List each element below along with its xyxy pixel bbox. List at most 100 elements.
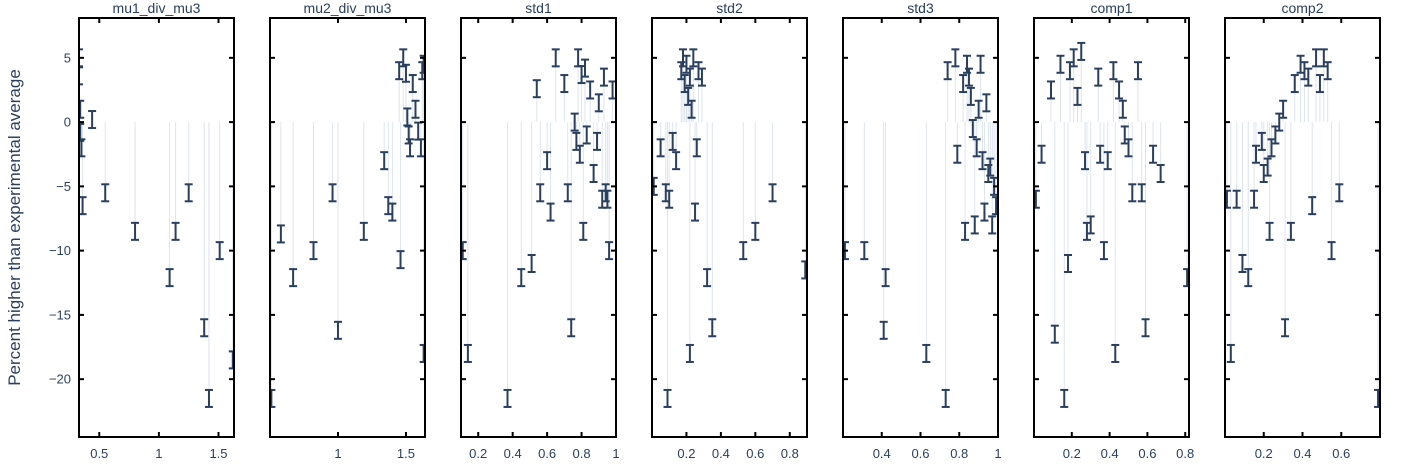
error-bar-point (1133, 61, 1142, 81)
data-marks (270, 48, 425, 408)
panel-comp1: 0.2 0.4 0.6 0.8 comp1 (1033, 0, 1194, 461)
error-bar-point (593, 131, 602, 151)
error-bar-point (980, 202, 989, 222)
error-bar-point (1103, 151, 1112, 171)
error-bar-point (668, 131, 677, 151)
error-bar-point (517, 268, 526, 288)
error-bar-point (200, 318, 209, 338)
error-bar-point (408, 74, 417, 94)
error-bar-point (1374, 388, 1380, 408)
x-tick-label: 0.6 (1138, 446, 1156, 461)
y-tick-label: 0 (64, 115, 71, 130)
error-bar-point (404, 125, 413, 145)
error-bar-point (532, 79, 541, 99)
y-axis-title: Percent higher than experimental average (5, 69, 24, 386)
error-bar-point (594, 93, 603, 113)
error-bar-point (165, 268, 174, 288)
error-bar-point (978, 151, 987, 171)
error-bar-point (860, 241, 869, 261)
error-bar-point (411, 99, 420, 119)
panel-frame (269, 17, 426, 438)
error-bar-point (922, 343, 931, 363)
x-tick-label: 0.6 (1332, 446, 1350, 461)
error-bar-point (1037, 144, 1046, 164)
error-bar-point (171, 221, 180, 241)
error-bar-point (1128, 183, 1137, 203)
error-bar-point (1124, 138, 1133, 158)
x-tick-label: 0.4 (1101, 446, 1119, 461)
error-bar-point (976, 54, 985, 74)
panel-title: mu2_div_mu3 (304, 0, 392, 16)
error-bar-point (1137, 183, 1146, 203)
error-bar-point (575, 144, 584, 164)
error-bar-point (1238, 253, 1247, 273)
x-tick-label: 0.6 (538, 446, 556, 461)
error-bar-point (1141, 318, 1150, 338)
x-tick-label: 0.8 (1176, 446, 1194, 461)
error-bar-point (546, 202, 555, 222)
error-bar-point (184, 183, 193, 203)
error-bar-point (1069, 48, 1078, 68)
error-bar-point (1252, 144, 1260, 164)
panel-frame (1033, 17, 1190, 438)
panel-title: std2 (716, 0, 743, 16)
error-bar-point (1226, 343, 1235, 363)
error-bar-point (416, 138, 425, 158)
error-bar-point (879, 320, 888, 340)
error-bar-point (689, 48, 698, 68)
data-marks (79, 48, 234, 408)
error-bar-point (388, 202, 397, 222)
x-tick-label: 1 (155, 446, 162, 461)
error-bar-point (665, 189, 674, 209)
error-bar-point (1060, 388, 1069, 408)
x-tick-label: 0.4 (873, 446, 891, 461)
error-bar-point (739, 241, 748, 261)
error-bar-point (656, 138, 665, 158)
error-bar-point (551, 48, 560, 68)
error-bar-point (309, 241, 318, 261)
y-tick-label: −20 (49, 372, 71, 387)
error-bar-point (579, 221, 588, 241)
y-tick-label: −10 (49, 243, 71, 258)
error-bar-point (687, 99, 696, 119)
data-marks (461, 48, 616, 408)
error-bar-point (988, 215, 997, 235)
error-bar-point (1244, 268, 1253, 288)
error-bar-point (1300, 61, 1309, 81)
error-bar-point (992, 196, 998, 216)
error-bar-point (359, 221, 368, 241)
x-tick-label: 0.4 (504, 446, 522, 461)
error-bar-point (574, 48, 583, 68)
error-bar-point (563, 183, 572, 203)
panel-std1: 0.2 0.4 0.6 0.8 1 std1 (460, 0, 620, 461)
error-bar-point (1281, 318, 1290, 338)
error-bar-point (1279, 99, 1288, 119)
error-bar-point (1115, 80, 1124, 100)
error-bar-point (1290, 74, 1299, 94)
error-bar-point (1225, 189, 1231, 209)
error-bar-point (289, 268, 298, 288)
error-bar-point (401, 63, 410, 83)
error-bar-point (419, 343, 425, 363)
error-bar-point (953, 144, 962, 164)
error-bar-point (943, 61, 952, 81)
error-bar-point (1099, 241, 1108, 261)
y-tick-label: −5 (56, 179, 71, 194)
error-bar-point (951, 48, 960, 68)
error-bar-point (101, 183, 110, 203)
error-bar-point (582, 125, 591, 145)
error-bar-point (1271, 125, 1280, 145)
error-bar-point (672, 151, 681, 171)
error-bar-point (406, 138, 415, 158)
error-bar-point (968, 119, 977, 139)
error-bar-point (380, 151, 389, 171)
x-tick-label: 0.6 (911, 446, 929, 461)
error-bar-point (1118, 99, 1127, 119)
error-bar-point (697, 67, 706, 87)
x-tick-label: 0.2 (677, 446, 695, 461)
error-bar-point (691, 202, 700, 222)
error-bar-point (1304, 67, 1313, 87)
error-bar-point (543, 151, 552, 171)
